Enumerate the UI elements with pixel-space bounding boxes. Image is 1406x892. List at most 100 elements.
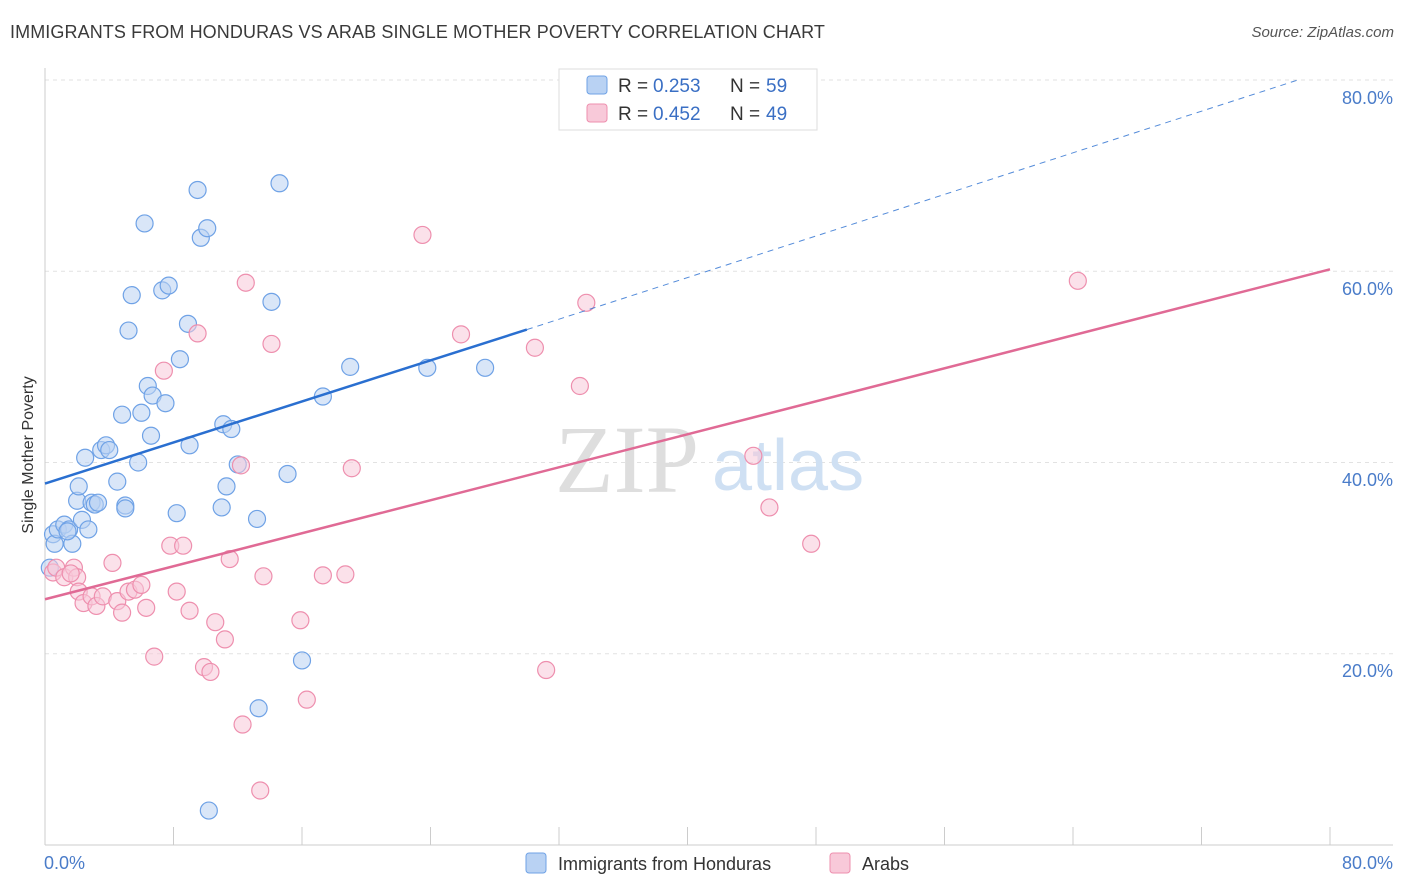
legend-n-label-1: N =	[730, 104, 760, 125]
point-arabs-44	[537, 660, 556, 680]
point-arabs-13	[112, 603, 132, 622]
point-arabs-18	[145, 647, 164, 666]
point-honduras-55	[476, 358, 495, 377]
watermark: ZIP atlas	[555, 406, 864, 513]
point-arabs-38	[313, 566, 332, 585]
point-honduras-22	[116, 499, 135, 518]
point-arabs-45	[570, 376, 589, 396]
point-honduras-23	[122, 286, 141, 305]
point-arabs-16	[132, 575, 151, 595]
trend-line-honduras-extension	[526, 79, 1299, 331]
legend-r-value-1: 0.452	[653, 104, 701, 125]
watermark-atlas: atlas	[712, 426, 864, 506]
series-arabs-points	[43, 225, 1087, 800]
bottom-legend: Immigrants from Honduras Arabs	[525, 852, 909, 874]
legend-n-value-1: 49	[766, 104, 787, 125]
point-arabs-48	[760, 498, 779, 517]
grid-lines	[45, 79, 1393, 655]
point-honduras-9	[69, 477, 88, 496]
bottom-legend-swatch-honduras	[525, 852, 547, 874]
point-honduras-11	[76, 448, 95, 467]
point-arabs-30	[231, 456, 251, 475]
point-arabs-26	[201, 662, 220, 682]
x-tick-label-max: 80.0%	[1342, 853, 1393, 873]
point-honduras-41	[212, 498, 231, 517]
y-tick-label-80: 80.0%	[1342, 88, 1393, 108]
point-honduras-26	[132, 403, 151, 422]
point-honduras-53	[341, 357, 360, 376]
point-honduras-15	[88, 493, 108, 512]
point-arabs-31	[233, 715, 252, 734]
watermark-zip: ZIP	[555, 406, 699, 513]
point-honduras-20	[112, 405, 132, 424]
point-honduras-56	[199, 801, 218, 820]
y-tick-label-40: 40.0%	[1342, 470, 1393, 490]
legend-r-label-1: R =	[618, 104, 648, 125]
trend-line-honduras	[44, 328, 528, 485]
x-tick-label-min: 0.0%	[44, 853, 85, 873]
axes	[44, 68, 1393, 846]
point-arabs-19	[154, 361, 173, 380]
point-arabs-24	[188, 324, 207, 343]
point-arabs-35	[262, 334, 281, 354]
point-arabs-49	[802, 534, 821, 553]
point-arabs-41	[413, 225, 432, 245]
trend-lines	[44, 79, 1331, 601]
point-honduras-50	[278, 464, 297, 484]
point-honduras-49	[270, 174, 289, 193]
point-honduras-27	[135, 214, 154, 233]
point-arabs-50	[1068, 271, 1087, 290]
legend-n-value-0: 59	[766, 76, 787, 97]
point-honduras-19	[108, 472, 127, 491]
series-honduras-points	[40, 174, 495, 820]
point-arabs-21	[167, 582, 186, 601]
point-honduras-43	[217, 477, 236, 496]
point-honduras-7	[58, 522, 77, 541]
point-arabs-37	[297, 690, 316, 709]
legend-swatch-honduras	[586, 75, 608, 95]
point-honduras-48	[262, 292, 281, 311]
point-arabs-23	[180, 601, 199, 620]
point-honduras-33	[156, 394, 175, 413]
point-honduras-35	[170, 350, 190, 369]
point-honduras-38	[188, 180, 207, 200]
point-honduras-29	[141, 426, 161, 445]
bottom-legend-swatch-arabs	[829, 852, 851, 874]
point-arabs-17	[137, 598, 156, 617]
point-honduras-18	[100, 440, 119, 460]
bottom-legend-label-arabs: Arabs	[862, 854, 909, 874]
point-arabs-40	[342, 459, 361, 478]
point-honduras-46	[247, 509, 267, 529]
point-arabs-22	[174, 536, 193, 555]
point-arabs-47	[744, 446, 763, 465]
point-arabs-46	[577, 293, 596, 312]
point-arabs-5	[61, 564, 80, 583]
point-honduras-34	[167, 504, 186, 523]
point-honduras-32	[159, 276, 178, 295]
point-arabs-27	[206, 613, 225, 632]
source-label: Source: ZipAtlas.com	[1251, 24, 1394, 41]
trend-line-arabs	[44, 268, 1331, 601]
point-honduras-47	[249, 699, 268, 718]
legend-box: R = 0.253 N = 59 R = 0.452 N = 49	[558, 68, 818, 131]
point-arabs-34	[254, 567, 273, 586]
point-honduras-24	[119, 321, 138, 340]
legend-r-label-0: R =	[618, 76, 648, 97]
point-arabs-33	[251, 781, 270, 800]
point-arabs-42	[451, 325, 471, 344]
y-axis-label: Single Mother Poverty	[20, 376, 37, 533]
point-honduras-12	[79, 520, 98, 539]
point-honduras-40	[198, 219, 217, 238]
bottom-legend-label-honduras: Immigrants from Honduras	[558, 854, 771, 874]
point-arabs-32	[236, 273, 255, 292]
point-arabs-36	[291, 611, 310, 630]
y-tick-label-60: 60.0%	[1342, 279, 1393, 299]
legend-swatch-arabs	[586, 103, 608, 123]
point-arabs-28	[215, 630, 234, 649]
point-honduras-51	[292, 651, 312, 670]
legend-n-label-0: N =	[730, 76, 760, 97]
point-arabs-39	[336, 565, 355, 584]
y-tick-label-20: 20.0%	[1342, 661, 1393, 681]
point-arabs-43	[525, 338, 545, 357]
